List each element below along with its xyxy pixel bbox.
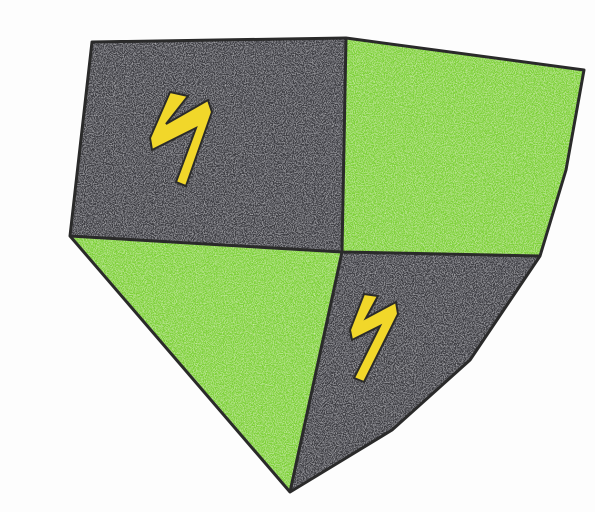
quadrant-lower-right-dark xyxy=(290,252,540,492)
shield-outline xyxy=(68,36,586,494)
quadrant-upper-left-dark xyxy=(70,38,346,252)
lightning-bolt-icon xyxy=(348,292,400,384)
lightning-bolt-icon xyxy=(148,90,214,188)
quadrant-upper-right-green xyxy=(342,38,584,256)
quadrant-lower-left-green xyxy=(70,236,342,492)
shield-divider-horizontal xyxy=(69,234,541,258)
